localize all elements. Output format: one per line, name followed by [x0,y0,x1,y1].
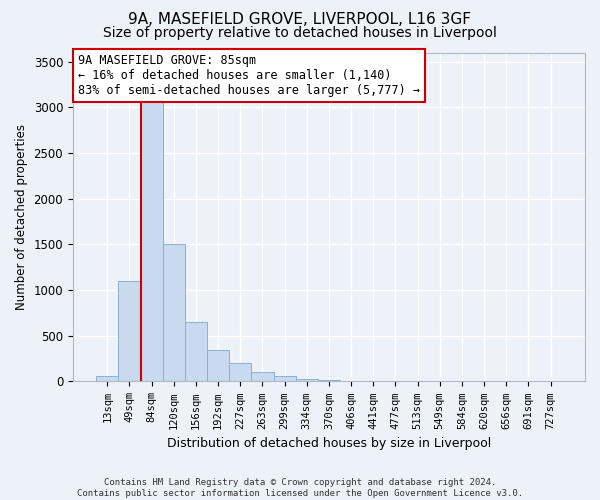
Bar [96,376,118,382]
Bar [163,244,185,382]
Bar [318,380,340,382]
Text: 9A MASEFIELD GROVE: 85sqm
← 16% of detached houses are smaller (1,140)
83% of se: 9A MASEFIELD GROVE: 85sqm ← 16% of detac… [78,54,420,97]
Bar [207,350,229,382]
Bar [251,372,274,382]
Y-axis label: Number of detached properties: Number of detached properties [15,124,28,310]
Bar [296,378,318,382]
Bar [229,363,251,382]
Bar [118,281,140,382]
Text: Contains HM Land Registry data © Crown copyright and database right 2024.
Contai: Contains HM Land Registry data © Crown c… [77,478,523,498]
Bar [362,380,385,382]
Bar [140,74,163,382]
X-axis label: Distribution of detached houses by size in Liverpool: Distribution of detached houses by size … [167,437,491,450]
Bar [340,380,362,382]
Text: 9A, MASEFIELD GROVE, LIVERPOOL, L16 3GF: 9A, MASEFIELD GROVE, LIVERPOOL, L16 3GF [128,12,472,28]
Bar [185,322,207,382]
Bar [274,376,296,382]
Text: Size of property relative to detached houses in Liverpool: Size of property relative to detached ho… [103,26,497,40]
